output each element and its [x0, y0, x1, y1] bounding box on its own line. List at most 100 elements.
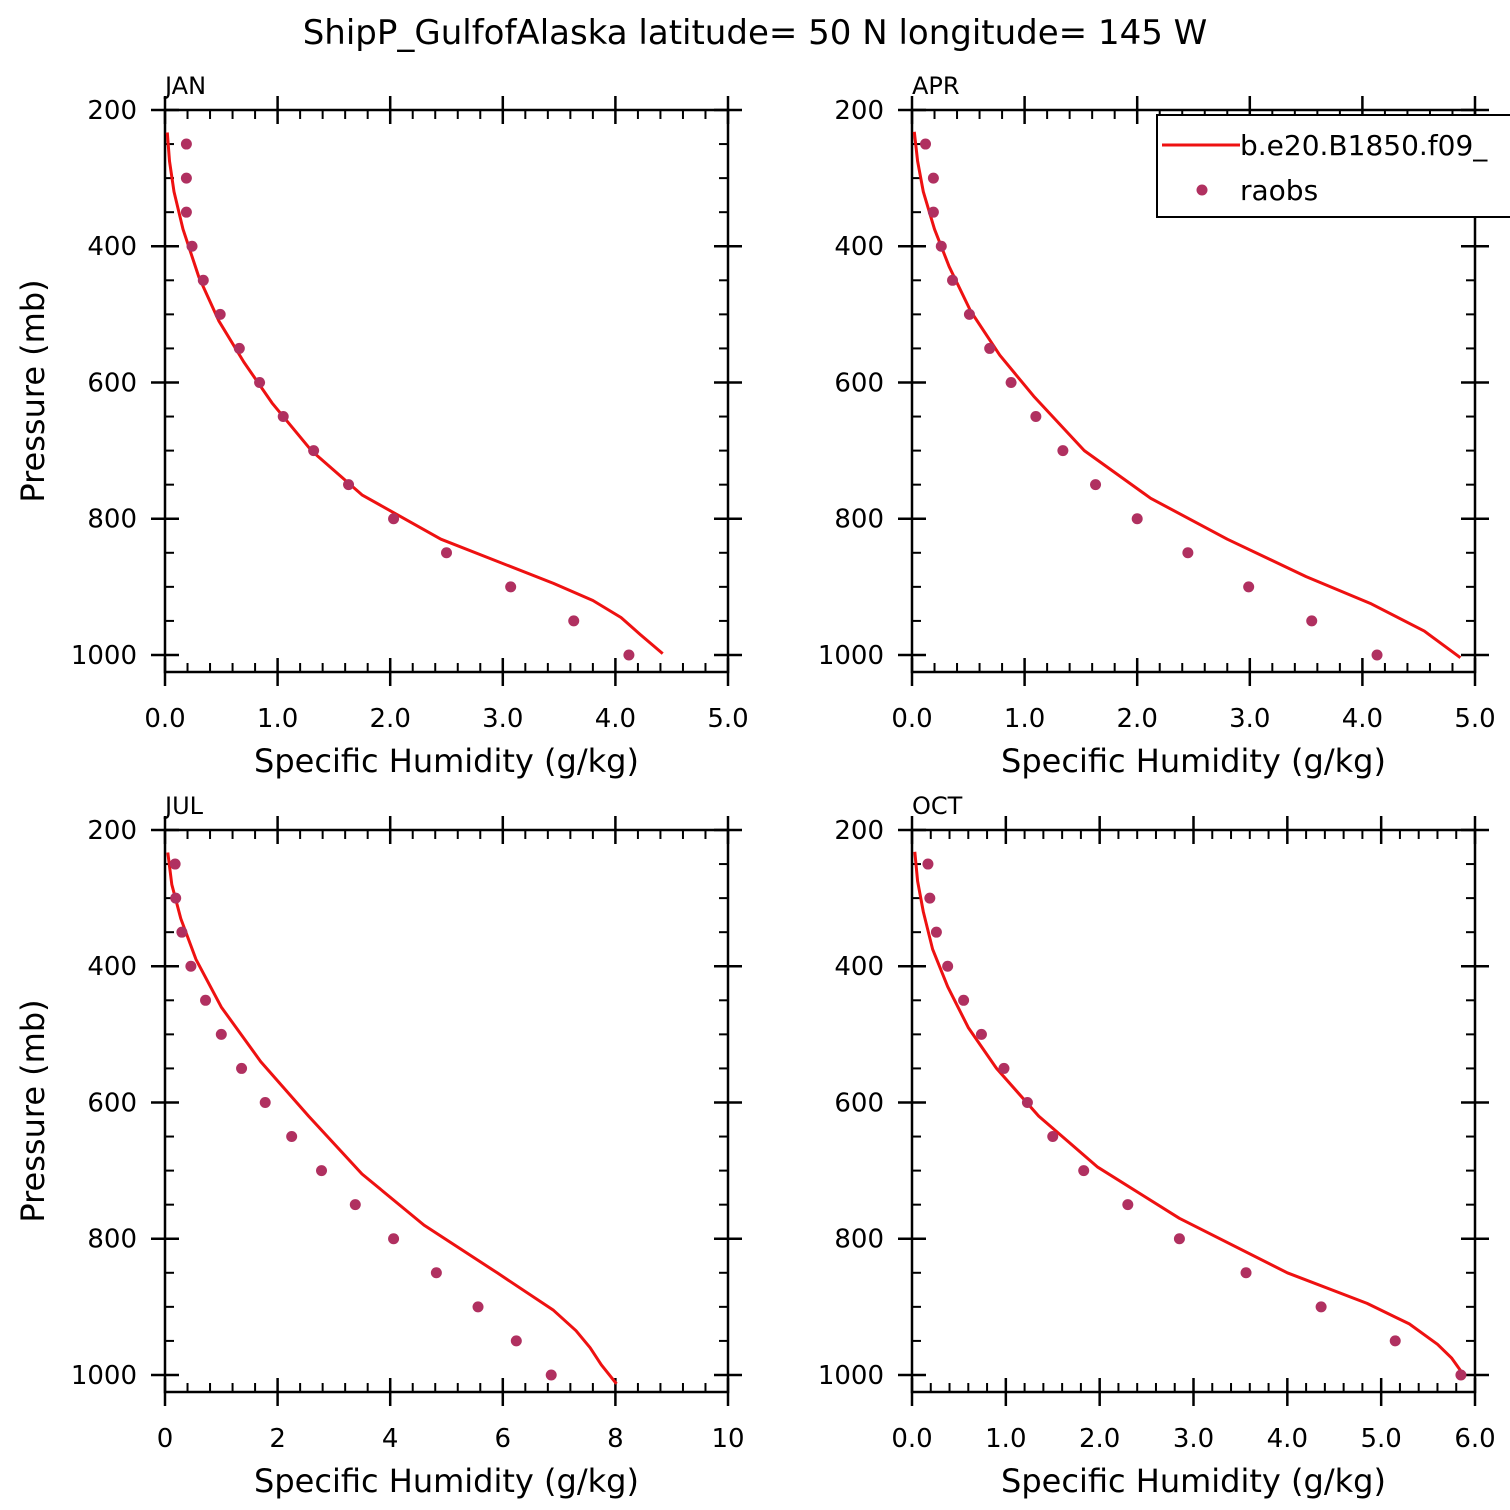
raobs-point	[947, 274, 959, 286]
raobs-point	[1306, 615, 1318, 627]
model-profile-line	[912, 131, 1462, 659]
raobs-point	[920, 138, 932, 150]
raobs-point	[1243, 581, 1255, 593]
y-tick-label: 600	[87, 368, 137, 398]
panel-jan: JAN 200 400 600 800 1000 0.0 1.0 2.0 3.0 4.0 5.0 Spe…	[14, 72, 749, 780]
plot-frame	[910, 108, 1477, 674]
raobs-point	[1371, 649, 1383, 661]
raobs-point	[924, 892, 936, 904]
legend: b.e20.B1850.f09_raobs	[1156, 114, 1510, 218]
model-profile-line	[166, 852, 618, 1385]
y-tick-label: 800	[87, 1225, 137, 1255]
x-axis-label: Specific Humidity (g/kg)	[1001, 742, 1386, 780]
x-tick-label: 5.0	[1360, 1424, 1401, 1454]
model-profile-line	[913, 851, 1465, 1376]
raobs-point	[176, 926, 188, 938]
y-tick-label: 200	[834, 96, 884, 126]
raobs-point	[935, 240, 947, 252]
raobs-point	[197, 274, 209, 286]
raobs-point	[286, 1131, 298, 1143]
x-tick-label: 10	[711, 1424, 744, 1454]
raobs-point	[568, 615, 580, 627]
y-tick-label: 1000	[818, 1361, 884, 1391]
raobs-point	[180, 138, 192, 150]
x-tick-label: 0.0	[144, 704, 185, 734]
raobs-point	[316, 1165, 328, 1177]
x-tick-label: 1.0	[257, 704, 298, 734]
x-tick-label: 6	[495, 1424, 512, 1454]
x-axis-label: Specific Humidity (g/kg)	[1001, 1462, 1386, 1500]
plot-frame	[163, 108, 730, 674]
raobs-point	[180, 172, 192, 184]
x-tick-label: 4.0	[1267, 1424, 1308, 1454]
plot-frame	[163, 828, 730, 1394]
raobs-point	[185, 960, 197, 972]
y-tick-label: 400	[834, 952, 884, 982]
panel-label: APR	[912, 72, 960, 100]
panel-jul: JUL 200 400 600 800 1000 0 2 4 6 8 10 Specific Humid…	[14, 792, 745, 1500]
raobs-point	[388, 513, 400, 525]
raobs-point	[1021, 1096, 1033, 1108]
x-tick-label: 5.0	[707, 704, 748, 734]
x-tick-label: 2.0	[1079, 1424, 1120, 1454]
panel-label: OCT	[912, 792, 963, 820]
raobs-point	[441, 547, 452, 559]
panels: JAN 200 400 600 800 1000 0.0 1.0 2.0 3.0 4.0 5.0 Spe…	[14, 72, 1510, 1500]
raobs-point	[277, 411, 289, 423]
x-tick-label: 1.0	[985, 1424, 1026, 1454]
raobs-point	[510, 1335, 522, 1347]
raobs-point	[214, 308, 226, 320]
raobs-point	[308, 445, 320, 457]
raobs-point	[236, 1062, 248, 1074]
x-tick-label: 4.0	[1342, 704, 1383, 734]
y-tick-label: 200	[87, 96, 137, 126]
y-tick-label: 1000	[818, 641, 884, 671]
raobs-point	[1131, 513, 1143, 525]
raobs-point	[1005, 376, 1017, 388]
x-tick-label: 4	[382, 1424, 399, 1454]
panel-label: JAN	[163, 72, 206, 100]
raobs-point	[388, 1233, 400, 1245]
raobs-point	[1078, 1165, 1090, 1177]
x-tick-label: 3.0	[1173, 1424, 1214, 1454]
raobs-point	[1090, 479, 1102, 491]
y-tick-label: 400	[87, 952, 137, 982]
y-tick-label: 200	[87, 816, 137, 846]
x-tick-label: 1.0	[1004, 704, 1045, 734]
figure-title: ShipP_GulfofAlaska latitude= 50 N longit…	[303, 13, 1208, 53]
raobs-point	[505, 581, 517, 593]
raobs-point	[1030, 411, 1042, 423]
x-axis-label: Specific Humidity (g/kg)	[254, 742, 639, 780]
legend-obs-label: raobs	[1240, 174, 1318, 207]
y-tick-label: 1000	[71, 641, 137, 671]
raobs-point	[170, 892, 182, 904]
x-tick-label: 2.0	[370, 704, 411, 734]
x-tick-label: 8	[607, 1424, 624, 1454]
raobs-point	[1173, 1233, 1185, 1245]
y-tick-label: 600	[834, 1088, 884, 1118]
raobs-point	[169, 858, 181, 870]
y-tick-label: 600	[87, 1088, 137, 1118]
raobs-point	[430, 1267, 442, 1279]
y-axis-label: Pressure (mb)	[14, 279, 52, 502]
raobs-point	[1182, 547, 1194, 559]
y-tick-label: 400	[87, 232, 137, 262]
raobs-point	[623, 649, 635, 661]
raobs-point	[254, 376, 266, 388]
raobs-point	[963, 308, 975, 320]
raobs-point	[233, 342, 245, 354]
x-tick-label: 5.0	[1454, 704, 1495, 734]
panel-label: JUL	[163, 792, 204, 820]
x-tick-label: 2.0	[1117, 704, 1158, 734]
panel-apr: APR 200 400 600 800 1000 0.0 1.0 2.0 3.0 4.0 5.0 Spe…	[818, 72, 1496, 780]
y-tick-label: 400	[834, 232, 884, 262]
legend-model-label: b.e20.B1850.f09_	[1240, 129, 1488, 162]
raobs-point	[1389, 1335, 1401, 1347]
y-tick-label: 1000	[71, 1361, 137, 1391]
raobs-point	[927, 206, 939, 218]
raobs-point	[349, 1199, 361, 1211]
raobs-point	[259, 1096, 271, 1108]
x-tick-label: 2	[269, 1424, 286, 1454]
raobs-point	[958, 994, 970, 1006]
raobs-point	[922, 858, 934, 870]
